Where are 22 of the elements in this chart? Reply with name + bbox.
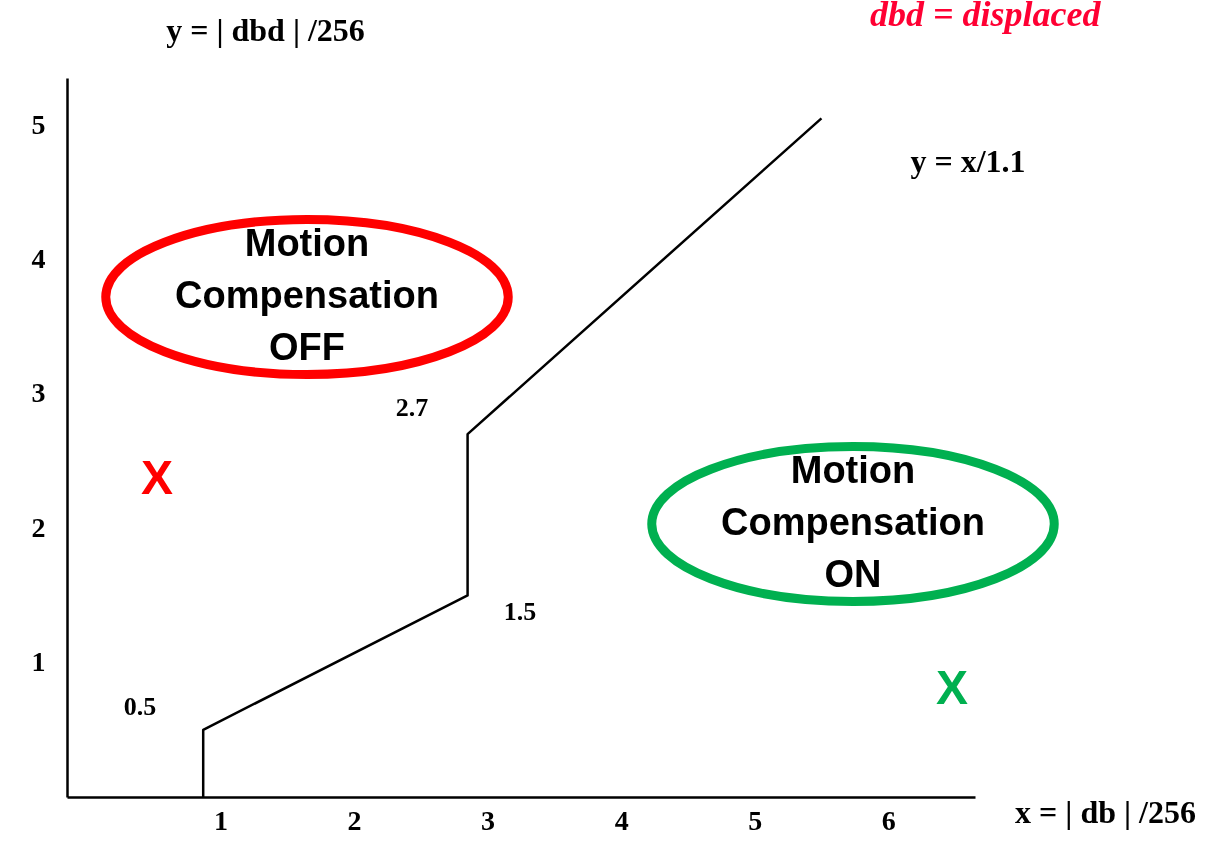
annotation: Motion Compensation OFF	[175, 222, 439, 368]
annotation: Motion Compensation ON	[721, 449, 985, 595]
y-tick-label: 2	[31, 511, 46, 543]
annotation: 2.7	[395, 393, 429, 422]
x-tick-label: 3	[481, 804, 496, 836]
annotation: X	[935, 661, 969, 714]
x-tick-label: 4	[614, 804, 629, 836]
y-tick-label: 5	[31, 108, 46, 140]
text: dbd = displaced	[870, 0, 1102, 34]
annotation: X	[140, 451, 174, 504]
x-tick-label: 2	[347, 804, 362, 836]
y-tick-label: 1	[31, 646, 46, 678]
annotation: 0.5	[123, 692, 157, 721]
y-axis-title: y = | dbd | /256	[166, 11, 365, 48]
x-tick-label: 1	[214, 804, 229, 836]
annotation: 1.5	[503, 597, 537, 626]
annotation: y = x/1.1	[910, 143, 1026, 179]
x-tick-label: 5	[748, 804, 763, 836]
x-tick-label: 6	[881, 804, 896, 836]
y-tick-label: 4	[31, 242, 46, 274]
x-axis-title: x = | db | /256	[1015, 793, 1196, 830]
y-tick-label: 3	[31, 377, 46, 409]
